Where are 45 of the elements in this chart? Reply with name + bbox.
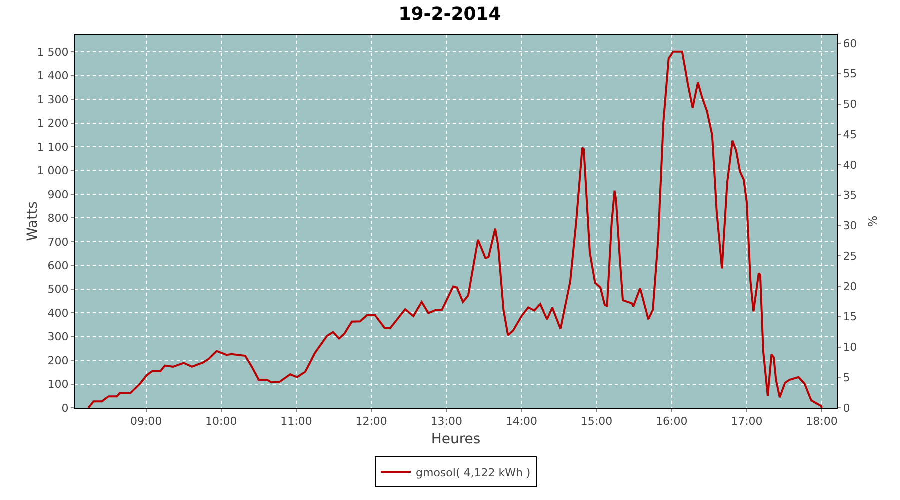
x-tick-label: 10:00 (206, 415, 238, 428)
x-tick-label: 13:00 (430, 415, 462, 428)
y2-tick-label: 15 (843, 310, 858, 324)
legend-label: gmosol( 4,122 kWh ) (416, 466, 531, 480)
x-tick-label: 15:00 (580, 415, 613, 428)
y-tick-label: 600 (48, 259, 69, 272)
y2-tick-label: 45 (843, 128, 858, 142)
y-tick-label: 1 000 (37, 164, 69, 178)
line-series (88, 50, 823, 408)
y-tick-label: 1 400 (37, 70, 69, 83)
y2-tick-label: 35 (843, 189, 858, 202)
x-tick-label: 12:00 (356, 415, 388, 428)
y-tick-label: 300 (48, 330, 69, 344)
y2-tick-label: 20 (843, 280, 858, 294)
y2-tick-label: 50 (843, 98, 858, 112)
y2-tick-label: 10 (843, 341, 858, 354)
x-tick-label: 14:00 (506, 415, 538, 428)
x-tick-label: 09:00 (130, 415, 162, 428)
y-tick-label: 700 (48, 236, 69, 249)
y2-tick-label: 30 (843, 220, 858, 233)
y2-tick-label: 55 (843, 68, 858, 81)
x-tick-label: 18:00 (806, 415, 838, 428)
y2-tick-label: 40 (843, 158, 858, 172)
y-tick-label: 1 300 (37, 93, 69, 106)
y-tick-label: 0 (62, 402, 69, 415)
y-tick-label: 800 (48, 212, 69, 226)
y-axis-title: Watts (25, 202, 41, 242)
y2-tick-label: 0 (843, 402, 850, 415)
y2-tick-label: 60 (843, 37, 858, 50)
y-tick-label: 1 500 (37, 46, 69, 59)
y-tick-label: 500 (48, 283, 69, 296)
y-tick-label: 900 (48, 188, 69, 202)
x-tick-label: 11:00 (280, 415, 312, 428)
y-tick-label: 1 200 (37, 117, 69, 130)
y-tick-label: 400 (48, 306, 69, 320)
y-tick-label: 1 100 (37, 140, 69, 154)
y-tick-label: 100 (48, 378, 69, 392)
y2-tick-label: 5 (843, 371, 850, 384)
y-tick-label: 200 (48, 354, 69, 368)
y2-tick-label: 25 (843, 250, 858, 263)
x-tick-label: 17:00 (731, 415, 763, 428)
chart-title: 19-2-2014 (398, 4, 502, 26)
x-axis-title: Heures (431, 432, 481, 448)
y2-axis-title: % (866, 216, 880, 228)
x-tick-label: 16:00 (656, 415, 688, 428)
